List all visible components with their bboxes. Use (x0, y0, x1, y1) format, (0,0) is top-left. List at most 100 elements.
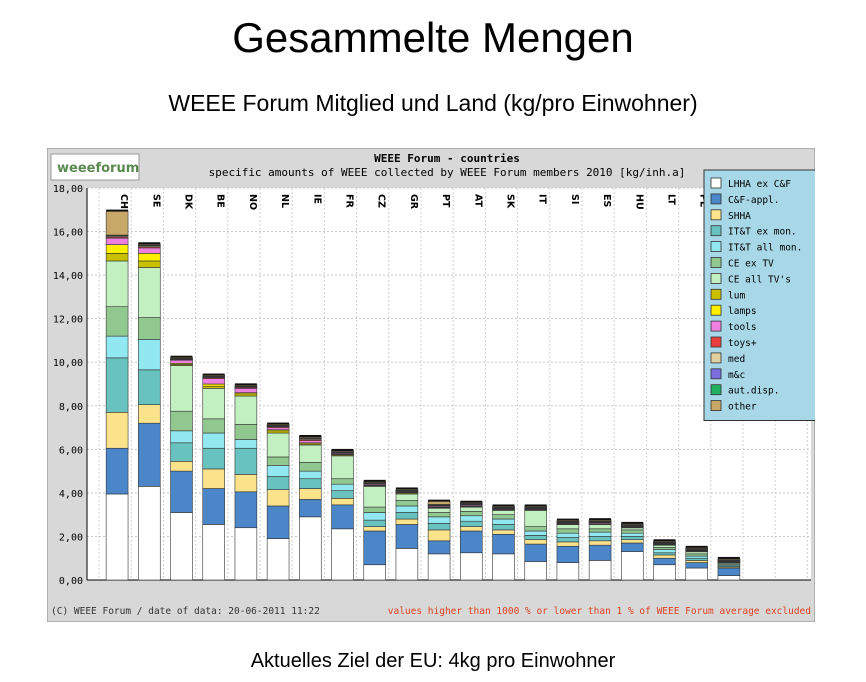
y-tick-label: 18,00 (53, 184, 83, 195)
y-tick-label: 8,00 (59, 402, 83, 413)
bar-segment (653, 549, 676, 554)
bar-cap (685, 545, 708, 548)
category-label: SK (505, 194, 516, 209)
bar-segment (556, 532, 580, 538)
bar-segment (234, 439, 258, 449)
bar-segment (492, 518, 515, 525)
category-label: ES (601, 194, 612, 207)
bar-segment (202, 524, 225, 581)
bar-segment (138, 404, 161, 424)
bar-segment (653, 557, 676, 566)
bar-segment (460, 552, 483, 581)
bar-segment (266, 432, 290, 458)
bar-segment (105, 210, 129, 236)
bar-segment (621, 542, 644, 552)
bar-cap (589, 518, 612, 521)
bar-segment (138, 369, 161, 405)
y-tick-label: 10,00 (53, 358, 83, 369)
bar-segment (138, 247, 161, 254)
y-tick-label: 0,00 (59, 576, 83, 587)
category-label: IT (537, 194, 548, 205)
bar-segment (492, 533, 515, 555)
bar-segment (395, 500, 419, 507)
category-label: LT (666, 194, 677, 205)
bar-segment (363, 526, 386, 532)
bar-segment (685, 557, 708, 561)
bar-cap (653, 539, 676, 542)
bar-segment (170, 359, 193, 364)
bar-segment (427, 540, 451, 555)
bar-segment (202, 378, 225, 385)
category-label: CZ (376, 194, 387, 208)
bar-segment (170, 461, 193, 472)
legend-label: toys+ (728, 338, 757, 349)
category-label: SE (150, 194, 161, 207)
legend-label: C&F-appl. (728, 195, 779, 206)
bar-segment (395, 524, 419, 549)
bar-segment (138, 317, 161, 340)
legend-swatch (710, 400, 722, 412)
bar-segment (460, 506, 483, 512)
bar-segment (460, 526, 483, 532)
chart-title: WEEE Forum - countries (374, 152, 520, 165)
bar-segment (427, 516, 451, 524)
y-tick-label: 12,00 (53, 315, 83, 326)
bar-segment (621, 529, 644, 534)
bar-segment (427, 512, 451, 518)
legend-label: LHHA ex C&F (728, 179, 791, 190)
chart-panel: weeeforum WEEE Forum - countries specifi… (47, 148, 815, 622)
bar-segment (621, 532, 644, 537)
bar-cap (556, 518, 579, 521)
legend-swatch (710, 177, 722, 189)
bar-segment (524, 535, 547, 541)
bar-segment (105, 237, 129, 245)
bar-segment (588, 524, 612, 530)
bar-segment (363, 486, 386, 508)
category-label: FR (344, 194, 355, 208)
legend-swatch (710, 384, 722, 396)
legend-label: SHHA (728, 211, 751, 222)
bar-segment (234, 423, 258, 440)
bar-segment (266, 427, 290, 431)
bar-segment (588, 536, 612, 542)
bar-segment (331, 455, 354, 480)
bar-segment (202, 432, 225, 449)
category-label: IE (311, 194, 322, 204)
y-tick-label: 2,00 (59, 532, 83, 543)
bar-segment (556, 545, 580, 563)
bar-segment (588, 531, 612, 537)
y-tick-label: 14,00 (53, 271, 83, 282)
bar-segment (266, 430, 290, 434)
legend-swatch (710, 209, 722, 221)
bar-cap (428, 499, 451, 502)
category-label: NL (279, 194, 290, 208)
bar-segment (492, 524, 515, 531)
bar-segment (202, 418, 225, 434)
bar-segment (170, 512, 193, 581)
stacked-bar-chart: weeeforum WEEE Forum - countries specifi… (47, 148, 815, 622)
category-labels: CH SE DK BE NO NL IE FR CZ GR PT AT SK IT SI ES HU LT PL (118, 194, 709, 210)
y-tick-label: 6,00 (59, 445, 83, 456)
bar-segment (653, 554, 676, 559)
bar-segment (299, 462, 322, 472)
bar-segment (331, 483, 354, 492)
legend-swatch (710, 273, 722, 284)
category-label: PL (698, 194, 709, 207)
bar-segment (170, 410, 193, 432)
bar-segment (202, 383, 225, 387)
category-label: PT (440, 194, 451, 208)
bar-segment (363, 519, 386, 527)
bar-segment (685, 567, 708, 581)
bar-segment (234, 393, 258, 397)
bar-segment (299, 470, 322, 480)
bar-segment (556, 562, 580, 581)
weee-forum-logo: weeeforum (50, 153, 140, 181)
y-axis: 0,00 2,00 4,00 6,00 8,00 10,00 12,00 14,00 16,00… (53, 184, 83, 587)
bar-segment (427, 553, 451, 581)
legend-label: IT&T all mon. (728, 243, 802, 254)
bar-segment (395, 512, 419, 520)
legend-label: IT&T ex mon. (728, 227, 797, 238)
bar-segment (299, 499, 322, 518)
bar-cap (460, 500, 483, 503)
bar-cap (202, 373, 225, 376)
